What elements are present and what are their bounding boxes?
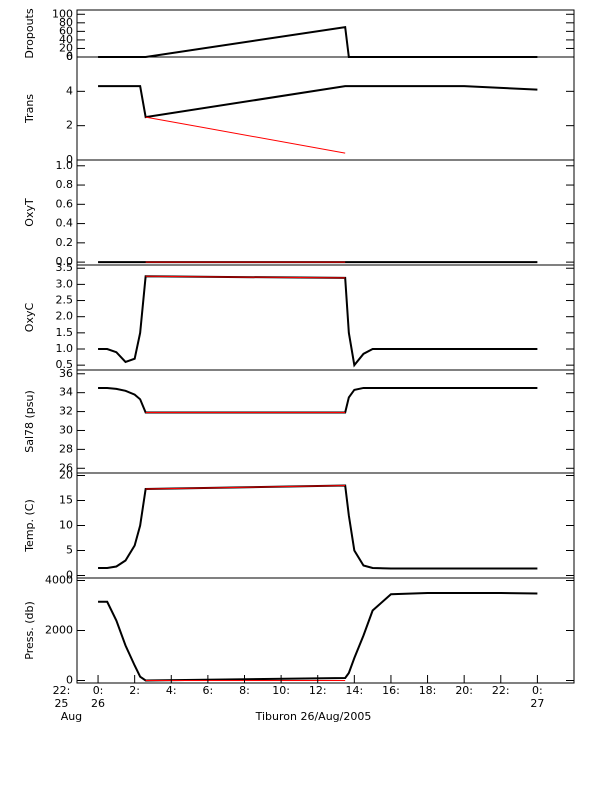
y-tick-label: 28 <box>59 442 73 455</box>
y-tick-label: 2.0 <box>56 310 74 323</box>
y-tick-label: 10 <box>59 519 73 532</box>
panel-frame <box>76 9 575 58</box>
y-axis-label: OxyC <box>23 303 36 333</box>
y-tick-label: 15 <box>59 494 73 507</box>
x-tick-label: 10: <box>272 684 290 697</box>
y-tick-label: 4 <box>66 84 73 97</box>
x-tick-label: 0: <box>93 684 104 697</box>
y-tick-label: 3.0 <box>56 277 74 290</box>
y-tick-label: 6 <box>66 50 73 63</box>
x-tick-label: 22: <box>53 684 71 697</box>
y-tick-label: 2000 <box>45 624 73 637</box>
y-tick-label: 5 <box>66 544 73 557</box>
y-tick-label: 2.5 <box>56 294 74 307</box>
x-tick-label: 16: <box>382 684 400 697</box>
y-tick-label: 1.0 <box>56 159 74 172</box>
y-tick-label: 2 <box>66 119 73 132</box>
data-line <box>98 484 538 570</box>
x-tick-label: 2: <box>129 684 140 697</box>
x-tick-label: 6: <box>203 684 214 697</box>
y-axis-label: OxyT <box>23 198 36 227</box>
data-line <box>98 592 538 682</box>
x-tick-label: 0: <box>532 684 543 697</box>
x-day-label: 26 <box>91 697 105 710</box>
panel-frame <box>76 369 575 474</box>
x-tick-label: 12: <box>309 684 327 697</box>
y-tick-label: 0.0 <box>56 255 74 268</box>
y-tick-label: 26 <box>59 461 73 474</box>
y-tick-label: 0 <box>66 569 73 582</box>
y-tick-label: 36 <box>59 367 73 380</box>
panel-frame <box>76 264 575 371</box>
x-day-label: 25 <box>54 697 68 710</box>
y-axis-label: Sal78 (psu) <box>23 390 36 453</box>
y-tick-label: 100 <box>52 7 73 20</box>
y-axis-label: Trans <box>23 94 36 124</box>
y-tick-label: 0 <box>66 50 73 63</box>
y-tick-label: 0 <box>66 674 73 687</box>
data-line <box>98 25 538 58</box>
y-tick-label: 3.5 <box>56 261 74 274</box>
y-tick-label: 20 <box>59 469 73 482</box>
x-tick-label: 18: <box>419 684 437 697</box>
y-tick-label: 0.5 <box>56 358 74 371</box>
panel-frame <box>76 159 575 266</box>
y-tick-label: 30 <box>59 423 73 436</box>
y-axis-label: Temp. (C) <box>23 499 36 553</box>
x-tick-label: 14: <box>345 684 363 697</box>
x-tick-label: 20: <box>455 684 473 697</box>
data-line <box>145 116 346 154</box>
x-tick-label: 8: <box>239 684 250 697</box>
x-month-label: Aug <box>61 710 82 723</box>
x-axis-label: Tiburon 26/Aug/2005 <box>255 710 372 723</box>
y-tick-label: 32 <box>59 405 73 418</box>
x-tick-label: 4: <box>166 684 177 697</box>
y-tick-label: 34 <box>59 386 73 399</box>
y-axis-label: Press. (db) <box>23 601 36 660</box>
x-tick-label: 22: <box>492 684 510 697</box>
y-tick-label: 80 <box>59 16 73 29</box>
x-day-label: 27 <box>530 697 544 710</box>
y-tick-label: 20 <box>59 41 73 54</box>
y-tick-label: 1.0 <box>56 342 74 355</box>
y-tick-label: 0.6 <box>56 197 74 210</box>
y-tick-label: 0.4 <box>56 217 74 230</box>
y-tick-label: 0 <box>66 153 73 166</box>
y-tick-label: 60 <box>59 24 73 37</box>
data-line <box>145 485 346 490</box>
y-tick-label: 1.5 <box>56 326 74 339</box>
data-line <box>145 275 346 279</box>
data-line <box>98 386 538 414</box>
panel-frame <box>76 56 575 161</box>
y-tick-label: 40 <box>59 33 73 46</box>
data-line <box>98 275 538 368</box>
y-tick-label: 0.8 <box>56 178 74 191</box>
y-tick-label: 4000 <box>45 574 73 587</box>
y-axis-label: Dropouts <box>23 8 36 58</box>
data-line <box>98 85 538 119</box>
y-tick-label: 0.2 <box>56 236 74 249</box>
